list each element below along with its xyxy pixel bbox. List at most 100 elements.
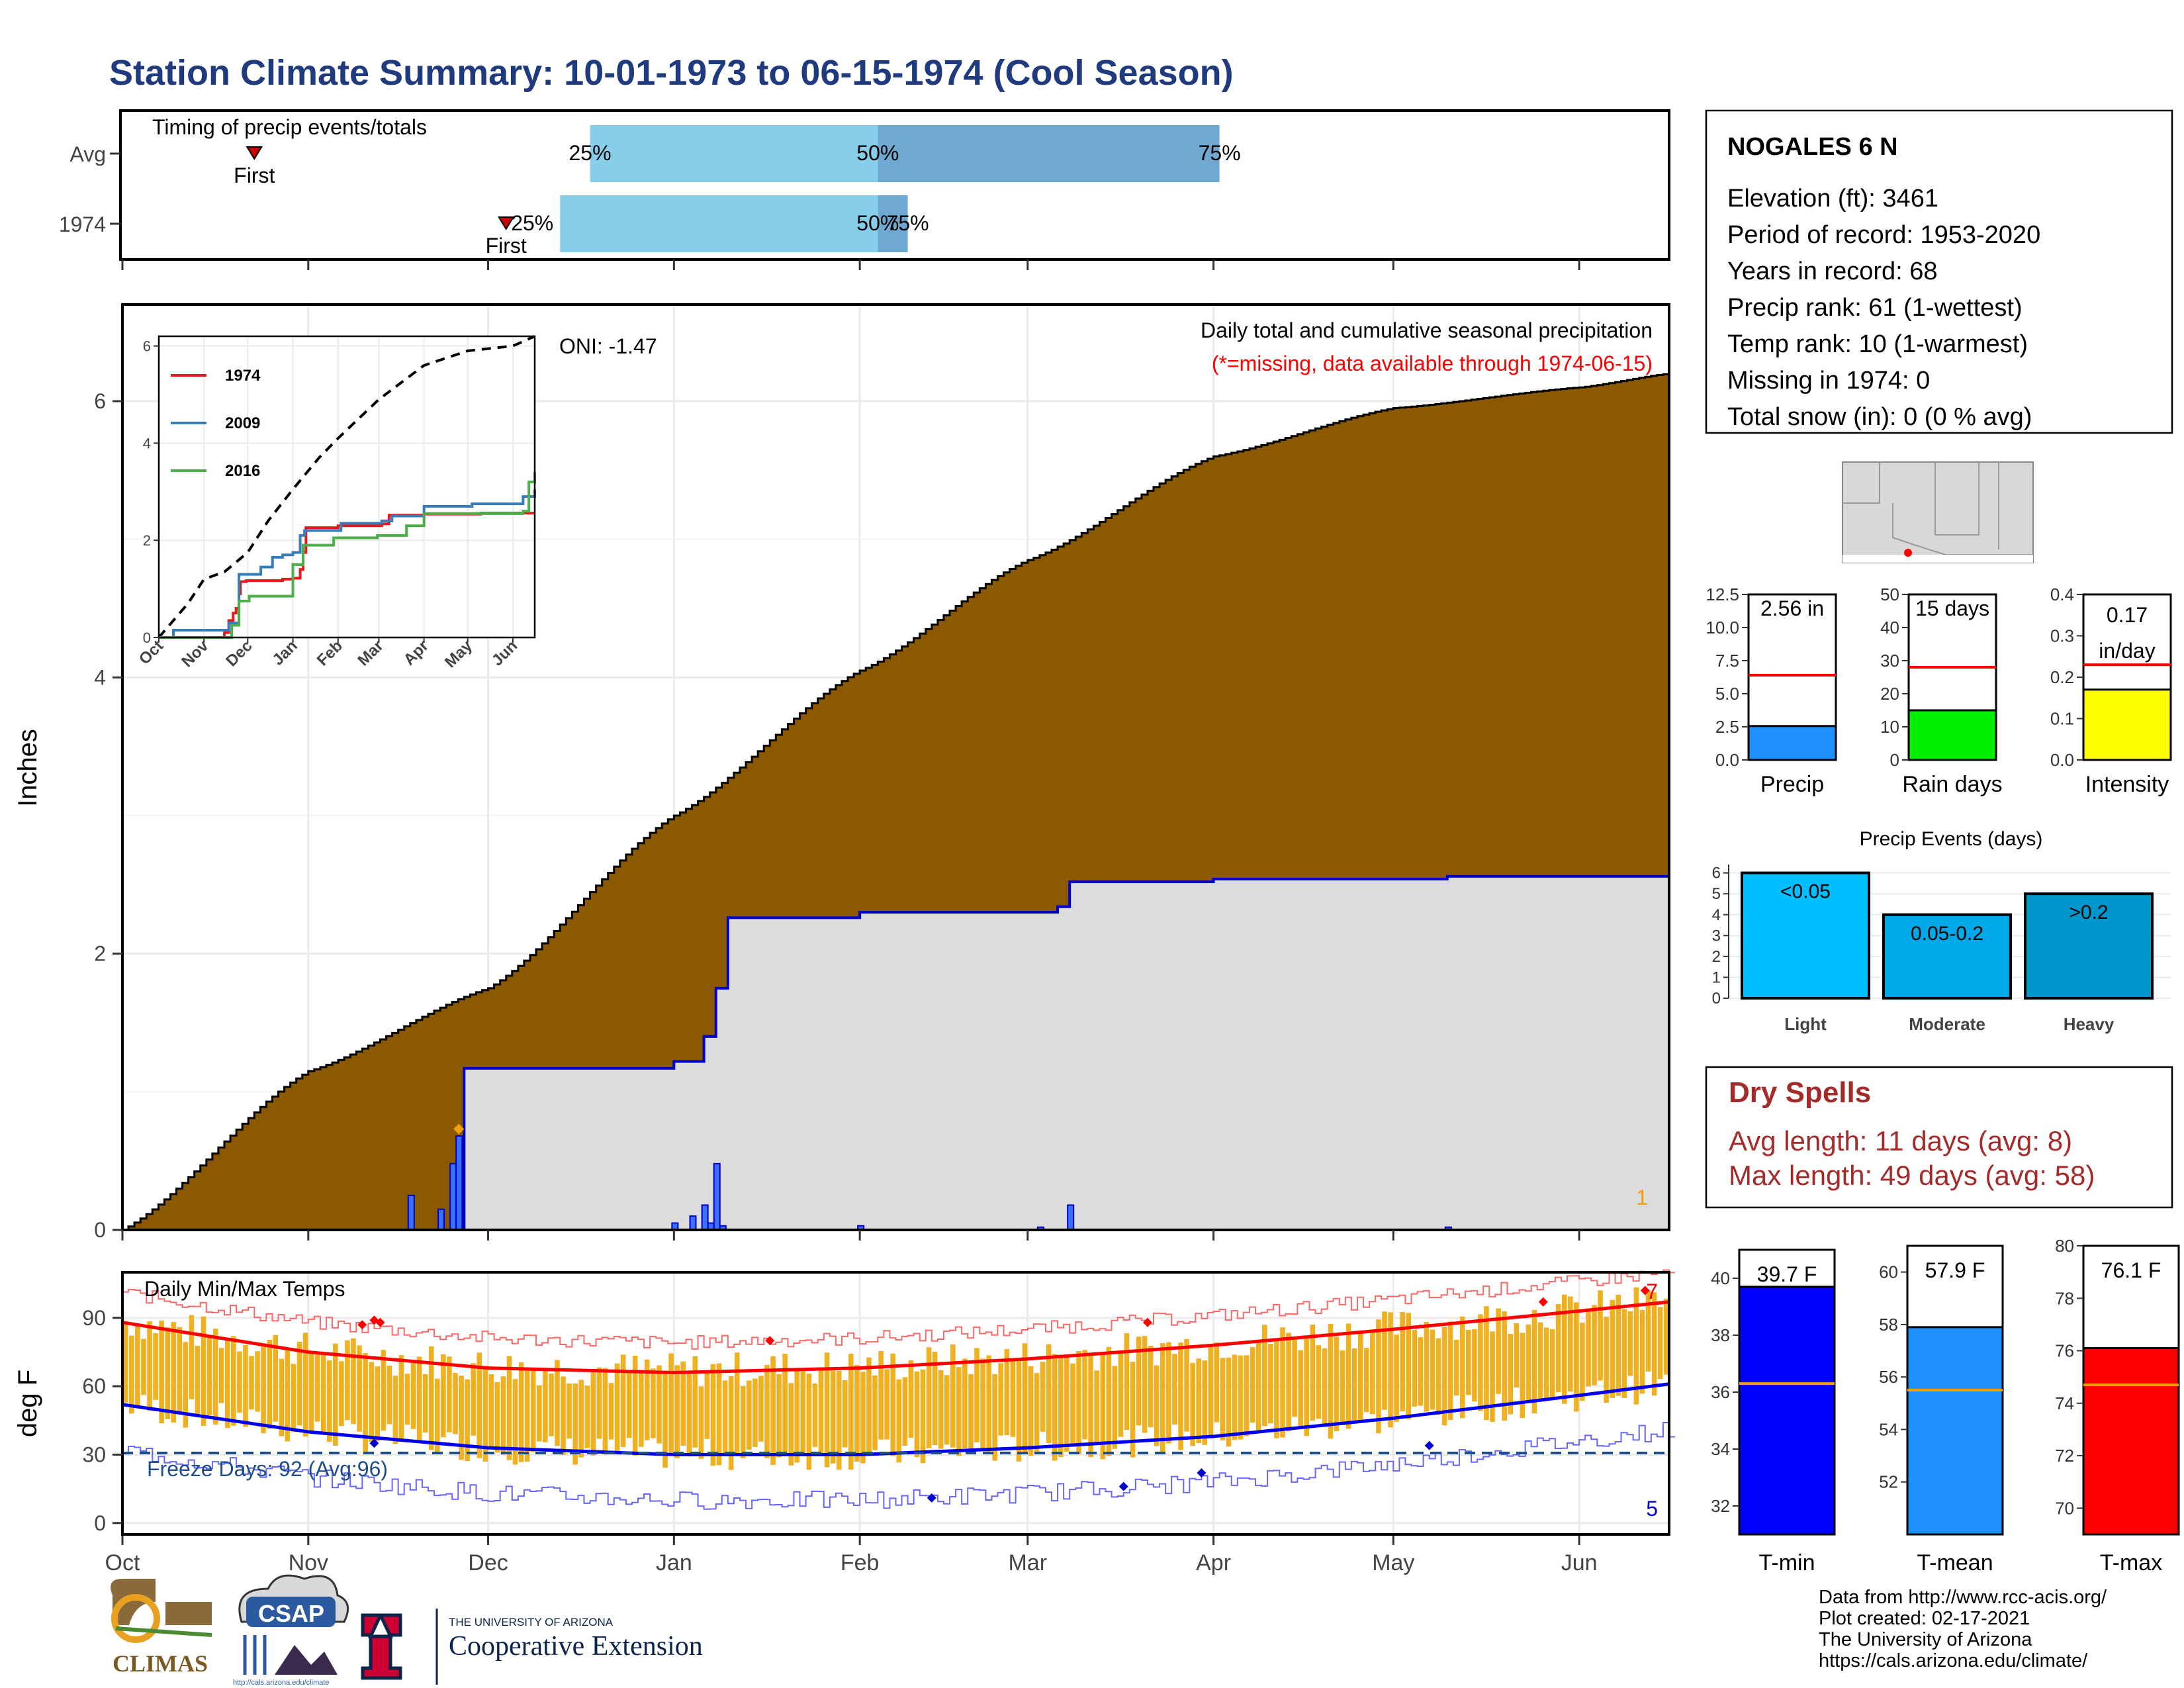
events-tick-label: 6 bbox=[1712, 865, 1721, 882]
daily-temp-bar bbox=[410, 1360, 416, 1429]
inset-ytick-label: 0 bbox=[143, 630, 151, 646]
daily-temp-bar bbox=[296, 1341, 302, 1426]
daily-temp-bar bbox=[206, 1336, 212, 1415]
temp-ytick-label: 30 bbox=[82, 1442, 106, 1466]
daily-temp-bar bbox=[1633, 1287, 1639, 1405]
daily-temp-bar bbox=[645, 1359, 650, 1440]
daily-temp-bar bbox=[291, 1364, 296, 1432]
ua-small-text: THE UNIVERSITY OF ARIZONA bbox=[449, 1616, 614, 1628]
daily-temp-bar bbox=[1435, 1338, 1441, 1415]
daily-temp-bar bbox=[285, 1348, 291, 1442]
inset-legend-label: 1974 bbox=[225, 367, 261, 385]
daily-temp-bar bbox=[962, 1358, 968, 1448]
daily-temp-bar bbox=[147, 1321, 152, 1411]
daily-temp-bar bbox=[572, 1383, 578, 1465]
daily-temp-bar bbox=[1561, 1294, 1567, 1404]
daily-temp-bar bbox=[1412, 1330, 1418, 1407]
daily-temp-bar bbox=[1208, 1344, 1214, 1436]
daily-temp-bar bbox=[1130, 1362, 1136, 1458]
temp-summary-value-label: 39.7 F bbox=[1757, 1262, 1817, 1286]
dry-spells-avg: Avg length: 11 days (avg: 8) bbox=[1729, 1125, 2072, 1156]
daily-temp-bar bbox=[1466, 1329, 1471, 1395]
daily-temp-bar bbox=[848, 1353, 854, 1470]
daily-temp-bar bbox=[902, 1377, 908, 1446]
daily-precip-bar bbox=[407, 1194, 415, 1231]
daily-temp-bar bbox=[1016, 1360, 1022, 1462]
timing-bar-25-50 bbox=[590, 125, 878, 182]
precip_bars-bar bbox=[1747, 725, 1837, 761]
daily-temp-bar bbox=[734, 1352, 740, 1454]
daily-temp-bar bbox=[189, 1315, 195, 1399]
daily-temp-bar bbox=[728, 1376, 734, 1470]
daily-temp-bar bbox=[866, 1357, 872, 1455]
daily-temp-bar bbox=[651, 1368, 656, 1438]
temp-ytick-label: 90 bbox=[82, 1306, 106, 1330]
daily-temp-bar bbox=[758, 1376, 764, 1442]
daily-temp-bar bbox=[506, 1356, 512, 1460]
main-ytick-label: 4 bbox=[94, 665, 106, 689]
raindays_bars-axis-label: Rain days bbox=[1902, 772, 2002, 797]
daily-temp-bar bbox=[1226, 1357, 1232, 1447]
daily-temp-bar bbox=[1028, 1366, 1034, 1456]
daily-temp-bar bbox=[1430, 1329, 1435, 1410]
daily-temp-bar bbox=[392, 1376, 398, 1444]
daily-temp-bar bbox=[1574, 1302, 1579, 1412]
temp-summary-bar bbox=[2082, 1347, 2180, 1536]
main-header: Daily total and cumulative seasonal prec… bbox=[1201, 318, 1653, 342]
daily-temp-bar bbox=[369, 1362, 374, 1442]
temp-summary-axis-label: T-mean bbox=[1917, 1550, 1993, 1575]
daily-temp-bar bbox=[878, 1351, 884, 1440]
events-tick-label: 5 bbox=[1712, 885, 1721, 903]
month-label: Jan bbox=[656, 1550, 692, 1575]
daily-temp-bar bbox=[1280, 1327, 1285, 1438]
daily-temp-bar bbox=[351, 1338, 356, 1425]
timing-row-label: 1974 bbox=[59, 212, 106, 236]
daily-temp-bar bbox=[1657, 1307, 1663, 1380]
daily-temp-bar bbox=[1148, 1345, 1154, 1428]
temp-summary-tick-label: 60 bbox=[1879, 1262, 1898, 1282]
precip_bars-tick-label: 7.5 bbox=[1715, 651, 1739, 671]
daily-temp-bar bbox=[1166, 1342, 1171, 1444]
record-high-marker bbox=[1538, 1297, 1548, 1307]
timing-bar-50-75 bbox=[878, 195, 908, 252]
daily-temp-bar bbox=[135, 1325, 140, 1407]
daily-temp-bar bbox=[602, 1368, 608, 1455]
daily-temp-bar bbox=[998, 1363, 1004, 1436]
daily-temp-bar bbox=[872, 1375, 878, 1450]
events-tick-label: 4 bbox=[1712, 906, 1721, 924]
daily-temp-bar bbox=[1112, 1366, 1118, 1449]
inset-legend-label: 2016 bbox=[225, 462, 260, 480]
intensity_bars-axis-label: Intensity bbox=[2085, 772, 2169, 797]
record-low-marker bbox=[1118, 1481, 1128, 1491]
timing-bar-50-75 bbox=[878, 125, 1220, 182]
dry-spells-title: Dry Spells bbox=[1729, 1076, 1871, 1109]
month-label: Mar bbox=[1008, 1550, 1047, 1575]
daily-temp-bar bbox=[794, 1368, 800, 1463]
daily-temp-bar bbox=[1010, 1360, 1016, 1437]
daily-temp-bar bbox=[704, 1371, 710, 1439]
temp-summary-tick-label: 36 bbox=[1711, 1382, 1730, 1402]
raindays_bars-tick-label: 30 bbox=[1880, 651, 1899, 671]
temp-ytick-label: 0 bbox=[94, 1511, 106, 1535]
daily-temp-bar bbox=[1238, 1355, 1244, 1440]
daily-temp-bar bbox=[1088, 1352, 1093, 1458]
daily-temp-bar bbox=[1136, 1336, 1142, 1426]
record-min-line bbox=[122, 1422, 1676, 1510]
daily-temp-bar bbox=[326, 1360, 332, 1442]
intensity_bars-tick-label: 0.2 bbox=[2050, 667, 2074, 687]
record-high-marker bbox=[1640, 1286, 1650, 1295]
daily-temp-bar bbox=[435, 1378, 440, 1454]
raindays_bars-tick-label: 0 bbox=[1890, 750, 1899, 770]
main-ytick-label: 6 bbox=[94, 389, 106, 413]
events-bar-label: >0.2 bbox=[2069, 902, 2108, 923]
daily-temp-bar bbox=[1484, 1306, 1489, 1421]
daily-temp-bar bbox=[1406, 1313, 1411, 1420]
daily-temp-bar bbox=[1376, 1319, 1381, 1434]
daily-temp-bar bbox=[1543, 1327, 1549, 1400]
climas-logo: CLIMAS bbox=[111, 1579, 212, 1677]
record-high-marker bbox=[375, 1317, 385, 1327]
daily-temp-bar bbox=[1586, 1308, 1591, 1387]
daily-temp-bar bbox=[357, 1345, 362, 1432]
daily-temp-bar bbox=[1514, 1323, 1520, 1388]
